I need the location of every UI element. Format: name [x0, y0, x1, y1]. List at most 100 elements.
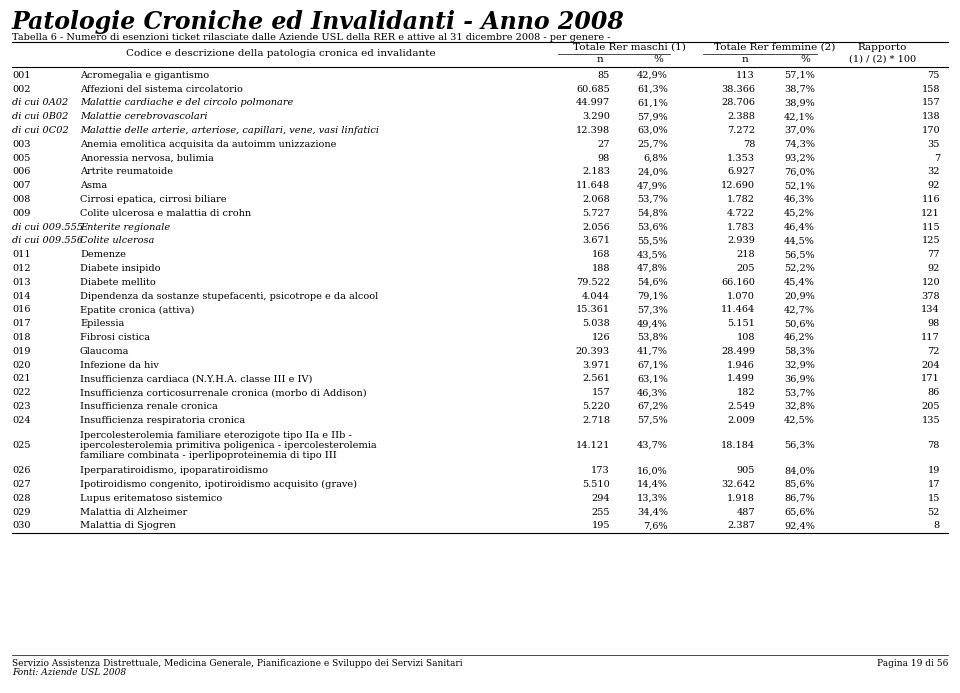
Text: Tabella 6 - Numero di esenzioni ticket rilasciate dalle Aziende USL della RER e : Tabella 6 - Numero di esenzioni ticket r… [12, 33, 611, 42]
Text: 54,6%: 54,6% [637, 278, 668, 287]
Text: 158: 158 [922, 85, 940, 94]
Text: 6.927: 6.927 [727, 168, 755, 177]
Text: 115: 115 [922, 222, 940, 231]
Text: 023: 023 [12, 402, 31, 411]
Text: 116: 116 [922, 195, 940, 204]
Text: 92: 92 [927, 182, 940, 191]
Text: Glaucoma: Glaucoma [80, 347, 130, 356]
Text: 86,7%: 86,7% [784, 494, 815, 503]
Text: 85: 85 [598, 71, 610, 80]
Text: Patologie Croniche ed Invalidanti - Anno 2008: Patologie Croniche ed Invalidanti - Anno… [12, 10, 625, 34]
Text: 027: 027 [12, 480, 31, 489]
Text: Ipotiroidismo congenito, ipotiroidismo acquisito (grave): Ipotiroidismo congenito, ipotiroidismo a… [80, 480, 357, 489]
Text: Artrite reumatoide: Artrite reumatoide [80, 168, 173, 177]
Text: di cui 009.555: di cui 009.555 [12, 222, 84, 231]
Text: 012: 012 [12, 264, 31, 273]
Text: 171: 171 [922, 374, 940, 383]
Text: 195: 195 [591, 521, 610, 530]
Text: 009: 009 [12, 209, 31, 218]
Text: Affezioni del sistema circolatorio: Affezioni del sistema circolatorio [80, 85, 243, 94]
Text: 49,4%: 49,4% [637, 319, 668, 328]
Text: di cui 0B02: di cui 0B02 [12, 112, 68, 121]
Text: 53,7%: 53,7% [637, 195, 668, 204]
Text: Pagina 19 di 56: Pagina 19 di 56 [876, 659, 948, 668]
Text: 67,2%: 67,2% [637, 402, 668, 411]
Text: 84,0%: 84,0% [784, 466, 815, 475]
Text: 55,5%: 55,5% [637, 236, 668, 245]
Text: di cui 009.556: di cui 009.556 [12, 236, 84, 245]
Text: 15.361: 15.361 [576, 306, 610, 315]
Text: 014: 014 [12, 292, 31, 301]
Text: 98: 98 [598, 154, 610, 163]
Text: n: n [742, 55, 749, 64]
Text: Epilessia: Epilessia [80, 319, 124, 328]
Text: 2.056: 2.056 [583, 222, 610, 231]
Text: 42,7%: 42,7% [784, 306, 815, 315]
Text: Asma: Asma [80, 182, 108, 191]
Text: 4.722: 4.722 [727, 209, 755, 218]
Text: 020: 020 [12, 360, 31, 369]
Text: 20.393: 20.393 [576, 347, 610, 356]
Text: 25,7%: 25,7% [637, 140, 668, 149]
Text: 32.642: 32.642 [721, 480, 755, 489]
Text: 487: 487 [736, 507, 755, 516]
Text: 013: 013 [12, 278, 31, 287]
Text: 255: 255 [591, 507, 610, 516]
Text: 1.782: 1.782 [727, 195, 755, 204]
Text: 294: 294 [591, 494, 610, 503]
Text: 3.671: 3.671 [582, 236, 610, 245]
Text: 2.388: 2.388 [727, 112, 755, 121]
Text: Malattie cardiache e del circolo polmonare: Malattie cardiache e del circolo polmona… [80, 98, 293, 107]
Text: 1.499: 1.499 [727, 374, 755, 383]
Text: 157: 157 [591, 388, 610, 397]
Text: Malattia di Alzheimer: Malattia di Alzheimer [80, 507, 187, 516]
Text: 007: 007 [12, 182, 31, 191]
Text: 378: 378 [922, 292, 940, 301]
Text: 43,5%: 43,5% [637, 250, 668, 259]
Text: 38,9%: 38,9% [784, 98, 815, 107]
Text: Malattie delle arterie, arteriose, capillari, vene, vasi linfatici: Malattie delle arterie, arteriose, capil… [80, 126, 379, 135]
Text: 27: 27 [597, 140, 610, 149]
Text: 54,8%: 54,8% [637, 209, 668, 218]
Text: Lupus eritematoso sistemico: Lupus eritematoso sistemico [80, 494, 223, 503]
Text: 022: 022 [12, 388, 31, 397]
Text: 46,4%: 46,4% [784, 222, 815, 231]
Text: 57,3%: 57,3% [637, 306, 668, 315]
Text: Colite ulcerosa: Colite ulcerosa [80, 236, 155, 245]
Text: 2.549: 2.549 [727, 402, 755, 411]
Text: 030: 030 [12, 521, 31, 530]
Text: 2.718: 2.718 [582, 416, 610, 425]
Text: 016: 016 [12, 306, 31, 315]
Text: 011: 011 [12, 250, 31, 259]
Text: 38.366: 38.366 [721, 85, 755, 94]
Text: 2.561: 2.561 [582, 374, 610, 383]
Text: 028: 028 [12, 494, 31, 503]
Text: 117: 117 [922, 333, 940, 342]
Text: 60.685: 60.685 [576, 85, 610, 94]
Text: 35: 35 [927, 140, 940, 149]
Text: di cui 0C02: di cui 0C02 [12, 126, 69, 135]
Text: Codice e descrizione della patologia cronica ed invalidante: Codice e descrizione della patologia cro… [126, 49, 436, 58]
Text: 92: 92 [927, 264, 940, 273]
Text: 138: 138 [922, 112, 940, 121]
Text: 32,8%: 32,8% [784, 402, 815, 411]
Text: 28.706: 28.706 [721, 98, 755, 107]
Text: 63,1%: 63,1% [637, 374, 668, 383]
Text: 001: 001 [12, 71, 31, 80]
Text: 008: 008 [12, 195, 31, 204]
Text: 58,3%: 58,3% [784, 347, 815, 356]
Text: 168: 168 [591, 250, 610, 259]
Text: 78: 78 [743, 140, 755, 149]
Text: %: % [800, 55, 810, 64]
Text: Ipercolesterolemia familiare eterozigote tipo IIa e IIb -
ipercolesterolemia pri: Ipercolesterolemia familiare eterozigote… [80, 430, 376, 460]
Text: Cirrosi epatica, cirrosi biliare: Cirrosi epatica, cirrosi biliare [80, 195, 227, 204]
Text: 85,6%: 85,6% [784, 480, 815, 489]
Text: 65,6%: 65,6% [784, 507, 815, 516]
Text: 42,1%: 42,1% [784, 112, 815, 121]
Text: 019: 019 [12, 347, 31, 356]
Text: 61,1%: 61,1% [637, 98, 668, 107]
Text: Anoressia nervosa, bulimia: Anoressia nervosa, bulimia [80, 154, 214, 163]
Text: 56,5%: 56,5% [784, 250, 815, 259]
Text: 11.648: 11.648 [576, 182, 610, 191]
Text: 16,0%: 16,0% [637, 466, 668, 475]
